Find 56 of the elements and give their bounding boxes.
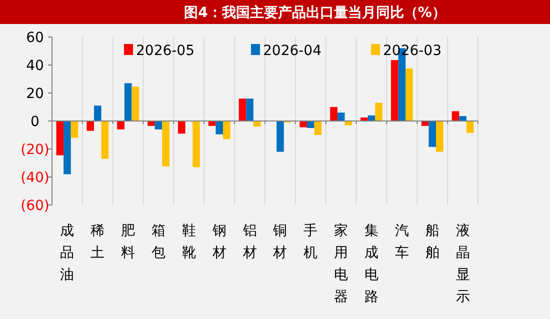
bar (428, 121, 436, 147)
x-tick-label: 汽车 (394, 223, 409, 261)
y-tick-label: (20) (20, 142, 50, 158)
x-tick-label: 鞋靴 (182, 223, 196, 261)
y-tick-label: 0 (30, 114, 40, 130)
bar (162, 121, 170, 166)
x-tick-label: 铝材 (242, 223, 257, 261)
legend-label: 2026-04 (263, 43, 322, 59)
bar (192, 121, 200, 168)
chart-title: 图4：我国主要产品出口量当月同比（%） (184, 4, 446, 21)
bar (406, 68, 413, 121)
bar (70, 121, 78, 138)
y-tick-label: (40) (20, 170, 50, 186)
x-tick-label: 铜材 (272, 223, 288, 261)
bar (300, 121, 307, 128)
y-tick-label: 20 (26, 86, 44, 102)
y-tick-label: 60 (26, 30, 44, 46)
bar (101, 121, 109, 159)
x-tick-label: 手机 (304, 223, 318, 261)
x-tick-label: 箱包 (152, 223, 166, 261)
bar (94, 106, 102, 121)
bar (56, 121, 64, 156)
bar (306, 121, 314, 128)
bar (178, 121, 186, 134)
bar (238, 98, 246, 121)
bar (86, 121, 94, 131)
x-tick-label: 成品油 (60, 223, 74, 283)
y-tick-label: 40 (26, 58, 44, 74)
legend-label: 2026-05 (136, 43, 194, 59)
bar (459, 116, 466, 121)
bar (466, 121, 474, 133)
bar (148, 121, 155, 126)
x-tick-label: 肥料 (121, 223, 136, 261)
bar (154, 121, 162, 130)
bar (216, 121, 224, 134)
bar (390, 60, 398, 121)
bar (64, 121, 71, 174)
bar (314, 121, 322, 135)
x-tick-label: 集成电路 (364, 223, 378, 305)
bar (375, 102, 382, 121)
x-tick-label: 船舶 (425, 223, 440, 261)
y-tick-label: (60) (20, 198, 50, 214)
bar (452, 111, 460, 121)
bar (246, 98, 254, 121)
x-tick-label: 稀土 (90, 223, 105, 261)
bar (276, 121, 284, 152)
bar (124, 83, 132, 121)
bar (330, 107, 338, 121)
x-tick-label: 钢材 (211, 223, 226, 261)
bar (436, 121, 444, 152)
x-tick-label: 家用电器 (334, 223, 348, 305)
bar (223, 121, 230, 140)
x-tick-label: 液晶显示 (456, 223, 470, 305)
bar (132, 86, 140, 121)
bar (337, 112, 345, 121)
bar (117, 121, 124, 130)
